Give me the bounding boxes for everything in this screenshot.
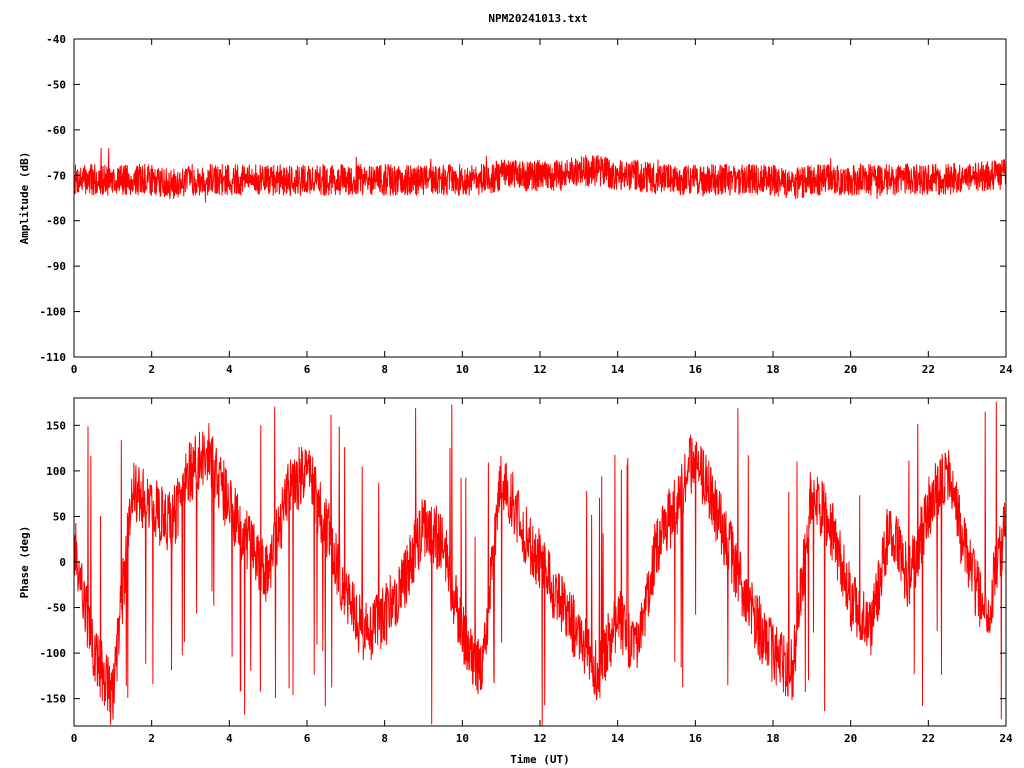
x-tick-label: 4 (226, 363, 233, 376)
x-tick-label: 22 (922, 732, 935, 745)
y-tick-label: 100 (46, 465, 66, 478)
x-tick-label: 12 (533, 363, 546, 376)
y-tick-label: -70 (46, 169, 66, 182)
x-tick-label: 8 (381, 732, 388, 745)
y-tick-label: -60 (46, 124, 66, 137)
amplitude-data (74, 147, 1006, 203)
x-tick-label: 22 (922, 363, 935, 376)
x-tick-label: 18 (766, 363, 779, 376)
y-tick-label: -50 (46, 78, 66, 91)
y-tick-label: 50 (53, 510, 66, 523)
x-tick-label: 8 (381, 363, 388, 376)
x-axis-label: Time (UT) (510, 753, 570, 766)
x-tick-label: 10 (456, 363, 469, 376)
x-tick-label: 14 (611, 732, 625, 745)
x-tick-label: 6 (304, 363, 311, 376)
amplitude-series-line (74, 147, 1006, 203)
x-tick-label: 10 (456, 732, 469, 745)
y-tick-label: -110 (40, 351, 67, 364)
x-tick-label: 18 (766, 732, 779, 745)
x-tick-label: 0 (71, 732, 78, 745)
amplitude-plot-frame (73, 38, 1007, 358)
phase-data (74, 401, 1006, 726)
chart-title: NPM20241013.txt (488, 12, 587, 25)
x-tick-label: 12 (533, 732, 546, 745)
x-tick-label: 2 (148, 732, 155, 745)
amplitude-panel: 0 2 4 6 8 10 12 14 16 18 20 22 24-40-50-60-70-80-90-… (18, 33, 1013, 376)
x-tick-label: 24 (999, 363, 1013, 376)
y-tick-label: -100 (40, 647, 67, 660)
x-tick-label: 4 (226, 732, 233, 745)
x-tick-label: 2 (148, 363, 155, 376)
x-tick-label: 16 (689, 363, 703, 376)
y-tick-label: -150 (40, 693, 67, 706)
x-tick-label: 20 (844, 732, 857, 745)
y-tick-label: -50 (46, 602, 66, 615)
x-tick-label: 16 (689, 732, 703, 745)
phase-panel: 0 2 4 6 8 10 12 14 16 18 20 22 24150100500-50-100-15… (18, 397, 1013, 766)
y-tick-label: 150 (46, 419, 66, 432)
y-tick-label: -80 (46, 215, 66, 228)
amplitude-y-axis-label: Amplitude (dB) (18, 152, 31, 245)
y-tick-label: -100 (40, 306, 67, 319)
phase-y-axis-label: Phase (deg) (18, 526, 31, 599)
x-tick-label: 20 (844, 363, 857, 376)
x-tick-label: 0 (71, 363, 78, 376)
y-tick-label: 0 (59, 556, 66, 569)
x-tick-label: 6 (304, 732, 311, 745)
x-tick-label: 14 (611, 363, 625, 376)
x-tick-label: 24 (999, 732, 1013, 745)
phase-axes: 0 2 4 6 8 10 12 14 16 18 20 22 24150100500-50-100-15… (40, 398, 1013, 745)
y-tick-label: -40 (46, 33, 66, 46)
amplitude-axes: 0 2 4 6 8 10 12 14 16 18 20 22 24-40-50-60-70-80-90-… (40, 33, 1013, 376)
phase-series-line (74, 401, 1006, 726)
y-tick-label: -90 (46, 260, 66, 273)
